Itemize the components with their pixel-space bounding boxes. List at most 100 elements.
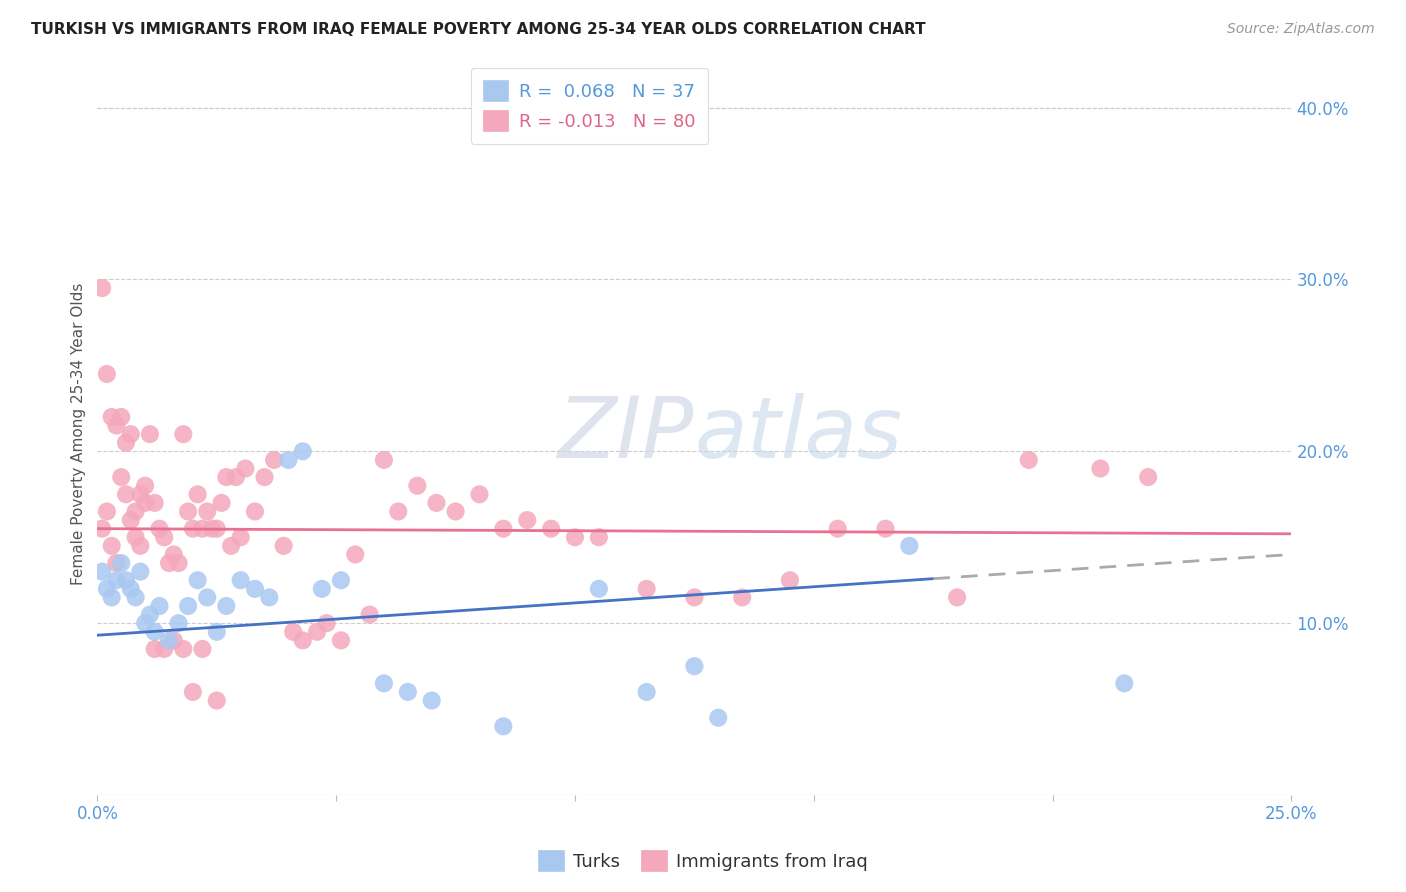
Point bbox=[187, 487, 209, 501]
Point bbox=[492, 719, 515, 733]
Point bbox=[731, 591, 754, 605]
Text: atlas: atlas bbox=[695, 392, 903, 475]
Point bbox=[163, 633, 186, 648]
Point bbox=[110, 470, 132, 484]
Point bbox=[120, 513, 142, 527]
Point bbox=[134, 616, 156, 631]
Point bbox=[1137, 470, 1160, 484]
Point bbox=[115, 435, 138, 450]
Point bbox=[139, 607, 162, 622]
Point bbox=[100, 409, 122, 424]
Point bbox=[181, 522, 204, 536]
Point bbox=[124, 504, 146, 518]
Point bbox=[444, 504, 467, 518]
Point bbox=[120, 582, 142, 596]
Point bbox=[329, 573, 352, 587]
Point bbox=[100, 591, 122, 605]
Point bbox=[201, 522, 224, 536]
Point bbox=[1090, 461, 1112, 475]
Point bbox=[219, 539, 242, 553]
Point bbox=[181, 685, 204, 699]
Point bbox=[253, 470, 276, 484]
Point bbox=[129, 487, 152, 501]
Point bbox=[683, 659, 706, 673]
Point bbox=[291, 444, 314, 458]
Point bbox=[167, 616, 190, 631]
Point bbox=[636, 685, 658, 699]
Point bbox=[134, 496, 156, 510]
Point bbox=[215, 599, 238, 613]
Point bbox=[172, 427, 194, 442]
Point bbox=[105, 556, 128, 570]
Text: TURKISH VS IMMIGRANTS FROM IRAQ FEMALE POVERTY AMONG 25-34 YEAR OLDS CORRELATION: TURKISH VS IMMIGRANTS FROM IRAQ FEMALE P… bbox=[31, 22, 925, 37]
Point bbox=[91, 565, 114, 579]
Point bbox=[311, 582, 333, 596]
Point bbox=[157, 633, 180, 648]
Point bbox=[683, 591, 706, 605]
Point bbox=[373, 453, 395, 467]
Point bbox=[143, 642, 166, 657]
Legend: Turks, Immigrants from Iraq: Turks, Immigrants from Iraq bbox=[531, 843, 875, 879]
Point bbox=[100, 539, 122, 553]
Point bbox=[875, 522, 897, 536]
Point bbox=[235, 461, 257, 475]
Point bbox=[277, 453, 299, 467]
Point bbox=[134, 479, 156, 493]
Point bbox=[105, 418, 128, 433]
Legend: R =  0.068   N = 37, R = -0.013   N = 80: R = 0.068 N = 37, R = -0.013 N = 80 bbox=[471, 68, 709, 144]
Point bbox=[191, 522, 214, 536]
Point bbox=[110, 409, 132, 424]
Point bbox=[143, 496, 166, 510]
Point bbox=[172, 642, 194, 657]
Point bbox=[492, 522, 515, 536]
Point bbox=[359, 607, 381, 622]
Point bbox=[91, 281, 114, 295]
Point bbox=[259, 591, 281, 605]
Point bbox=[139, 427, 162, 442]
Point bbox=[1018, 453, 1040, 467]
Point bbox=[187, 573, 209, 587]
Point bbox=[157, 556, 180, 570]
Point bbox=[205, 522, 228, 536]
Point bbox=[143, 624, 166, 639]
Point bbox=[291, 633, 314, 648]
Point bbox=[115, 573, 138, 587]
Point bbox=[564, 530, 586, 544]
Point bbox=[129, 565, 152, 579]
Point bbox=[387, 504, 409, 518]
Point bbox=[229, 573, 252, 587]
Point bbox=[396, 685, 419, 699]
Point bbox=[307, 624, 329, 639]
Point bbox=[205, 693, 228, 707]
Point bbox=[406, 479, 429, 493]
Point bbox=[225, 470, 247, 484]
Point bbox=[205, 624, 228, 639]
Point bbox=[91, 522, 114, 536]
Point bbox=[96, 582, 118, 596]
Text: ZIP: ZIP bbox=[558, 392, 695, 475]
Point bbox=[425, 496, 447, 510]
Point bbox=[167, 556, 190, 570]
Point bbox=[105, 573, 128, 587]
Point bbox=[120, 427, 142, 442]
Point bbox=[195, 591, 218, 605]
Point bbox=[195, 504, 218, 518]
Point bbox=[153, 530, 176, 544]
Point bbox=[177, 599, 200, 613]
Point bbox=[540, 522, 562, 536]
Point bbox=[283, 624, 305, 639]
Point bbox=[96, 367, 118, 381]
Point bbox=[588, 530, 610, 544]
Point bbox=[124, 591, 146, 605]
Point bbox=[273, 539, 295, 553]
Point bbox=[177, 504, 200, 518]
Point bbox=[243, 504, 266, 518]
Y-axis label: Female Poverty Among 25-34 Year Olds: Female Poverty Among 25-34 Year Olds bbox=[72, 283, 86, 585]
Point bbox=[148, 599, 170, 613]
Point bbox=[163, 548, 186, 562]
Point bbox=[373, 676, 395, 690]
Point bbox=[898, 539, 921, 553]
Point bbox=[779, 573, 801, 587]
Point bbox=[827, 522, 849, 536]
Point bbox=[468, 487, 491, 501]
